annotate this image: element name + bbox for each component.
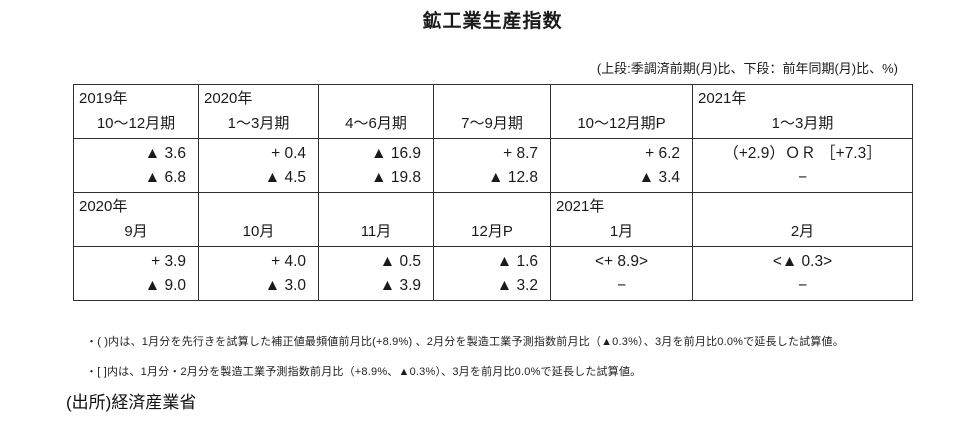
period-label: 1〜3月期 — [771, 115, 834, 132]
yoy-value: ▲ 3.4 — [638, 169, 680, 186]
mom-value: + 6.2 — [645, 145, 680, 162]
yoy-value: ▲ 3.0 — [264, 277, 306, 294]
yoy-value: ▲ 3.2 — [496, 277, 538, 294]
yoy-value: ▲ 6.8 — [144, 169, 186, 186]
yoy-value: − — [797, 169, 808, 186]
quarter-value-cell: + 6.2 ▲ 3.4 — [550, 138, 693, 193]
quarter-value-cell: ▲ 3.6 ▲ 6.8 — [73, 138, 199, 193]
period-label: 10〜12月期 — [96, 115, 176, 132]
year-label — [435, 194, 550, 220]
year-label: 2020年 — [204, 90, 253, 107]
month-header-cell: 2月 — [692, 192, 913, 247]
period-label: 9月 — [124, 223, 148, 240]
quarter-header-cell: 2019年 10〜12月期 — [73, 84, 199, 139]
quarter-value-cell: + 8.7 ▲ 12.8 — [433, 138, 551, 193]
quarter-value-cell: ▲ 16.9 ▲ 19.8 — [318, 138, 434, 193]
year-label: 2019年 — [79, 90, 128, 107]
quarter-header-cell: 10〜12月期P — [550, 84, 693, 139]
quarter-value-cell: （+2.9）ＯＲ ［+7.3］ − — [692, 138, 913, 193]
yoy-value: ▲ 4.5 — [264, 169, 306, 186]
month-header-row: 2020年 9月 10月 11月 12月P 2021年 1月 — [73, 192, 913, 247]
footnote-parentheses: ・( )内は、1月分を先行きを試算した補正値最頻値前月比(+8.9%) 、2月分… — [86, 336, 844, 348]
mom-value: + 4.0 — [271, 253, 306, 270]
mom-value: ▲ 0.5 — [379, 253, 421, 270]
quarter-header-cell: 7〜9月期 — [433, 84, 551, 139]
mom-value: <▲ 0.3> — [772, 253, 833, 270]
month-value-cell: ▲ 1.6 ▲ 3.2 — [433, 246, 551, 301]
period-label: 11月 — [360, 223, 392, 240]
month-value-row: + 3.9 ▲ 9.0 + 4.0 ▲ 3.0 ▲ 0.5 ▲ 3.9 ▲ 1.… — [73, 246, 913, 301]
quarter-value-row: ▲ 3.6 ▲ 6.8 + 0.4 ▲ 4.5 ▲ 16.9 ▲ 19.8 + … — [73, 138, 913, 193]
month-value-cell: + 4.0 ▲ 3.0 — [198, 246, 319, 301]
table-legend-note: (上段:季調済前期(月)比、下段：前年同期(月)比、%) — [596, 61, 898, 76]
year-label: 2021年 — [556, 198, 605, 215]
mom-value: + 0.4 — [271, 145, 306, 162]
period-label: 1〜3月期 — [227, 115, 290, 132]
month-value-cell: ▲ 0.5 ▲ 3.9 — [318, 246, 434, 301]
quarter-header-cell: 4〜6月期 — [318, 84, 434, 139]
month-header-cell: 10月 — [198, 192, 319, 247]
month-header-cell: 12月P — [433, 192, 551, 247]
page-title: 鉱工業生産指数 — [422, 11, 563, 32]
year-label: 2020年 — [79, 198, 128, 215]
mom-value: ▲ 3.6 — [144, 145, 186, 162]
mom-value: + 8.7 — [503, 145, 538, 162]
year-label: 2021年 — [698, 90, 747, 107]
period-label: 4〜6月期 — [345, 115, 407, 132]
yoy-value: − — [797, 277, 808, 294]
period-label: 2月 — [790, 223, 815, 240]
month-value-cell: + 3.9 ▲ 9.0 — [73, 246, 199, 301]
mom-value: ▲ 16.9 — [371, 145, 421, 162]
year-label — [552, 86, 692, 112]
year-label — [320, 194, 433, 220]
quarter-value-cell: + 0.4 ▲ 4.5 — [198, 138, 319, 193]
month-header-cell: 11月 — [318, 192, 434, 247]
year-label — [694, 194, 912, 220]
mom-value: （+2.9）ＯＲ ［+7.3］ — [723, 145, 882, 162]
footnote-brackets: ・[ ]内は、1月分・2月分を製造工業予測指数前月比（+8.9%、▲0.3%）、… — [86, 366, 642, 378]
period-label: 10〜12月期P — [577, 115, 666, 132]
yoy-value: ▲ 12.8 — [488, 169, 538, 186]
mom-value: + 3.9 — [151, 253, 186, 270]
yoy-value: − — [616, 277, 627, 294]
month-value-cell: <+ 8.9> − — [550, 246, 693, 301]
year-label — [320, 86, 433, 112]
month-header-cell: 2021年 1月 — [550, 192, 693, 247]
production-index-table: 2019年 10〜12月期 2020年 1〜3月期 4〜6月期 7〜9月期 — [73, 84, 913, 301]
year-label — [435, 86, 550, 112]
period-label: 1月 — [609, 223, 634, 240]
year-label — [200, 194, 318, 220]
period-label: 7〜9月期 — [461, 115, 523, 132]
source-label: (出所)経済産業省 — [66, 393, 197, 412]
period-label: 12月P — [471, 223, 513, 240]
quarter-header-cell: 2020年 1〜3月期 — [198, 84, 319, 139]
yoy-value: ▲ 19.8 — [371, 169, 421, 186]
month-header-cell: 2020年 9月 — [73, 192, 199, 247]
yoy-value: ▲ 3.9 — [379, 277, 421, 294]
quarter-header-row: 2019年 10〜12月期 2020年 1〜3月期 4〜6月期 7〜9月期 — [73, 84, 913, 139]
period-label: 10月 — [242, 223, 275, 240]
mom-value: ▲ 1.6 — [496, 253, 538, 270]
mom-value: <+ 8.9> — [594, 253, 648, 270]
yoy-value: ▲ 9.0 — [144, 277, 186, 294]
quarter-header-cell: 2021年 1〜3月期 — [692, 84, 913, 139]
month-value-cell: <▲ 0.3> − — [692, 246, 913, 301]
